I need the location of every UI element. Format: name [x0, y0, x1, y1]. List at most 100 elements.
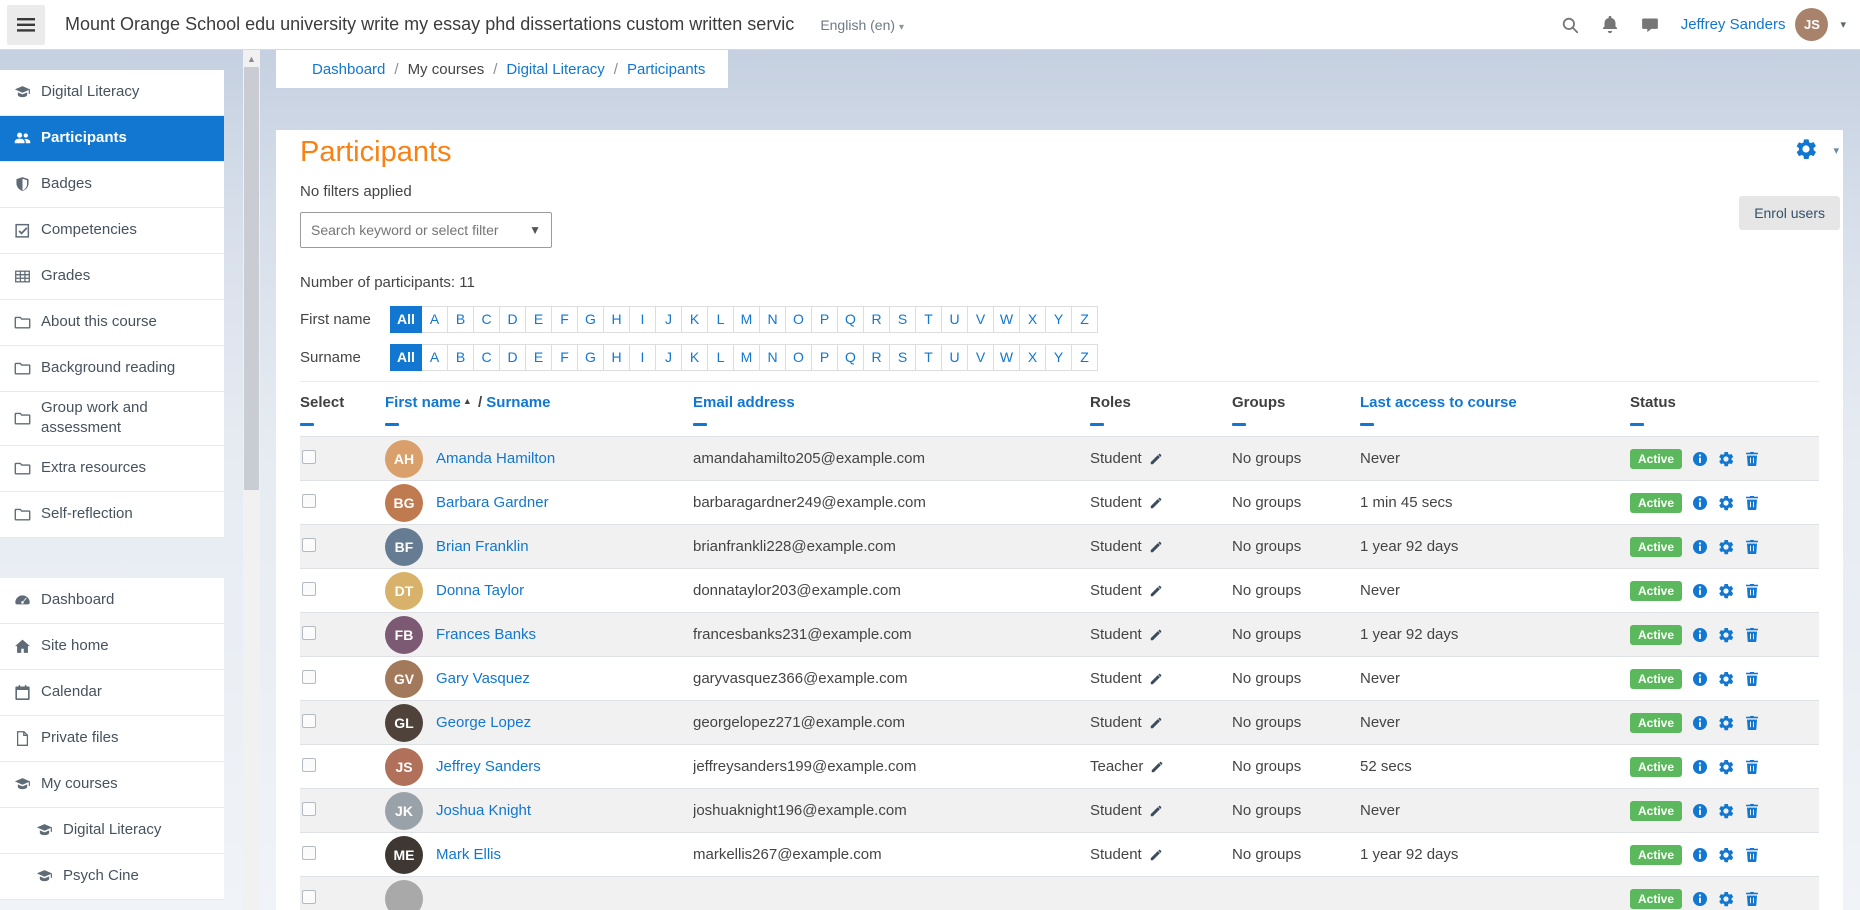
edit-enrolment-gear-icon[interactable] — [1718, 847, 1734, 863]
participant-name-link[interactable]: Donna Taylor — [436, 582, 525, 599]
letter-filter-button[interactable]: X — [1020, 306, 1046, 333]
letter-filter-button[interactable]: Q — [838, 344, 864, 371]
participant-avatar[interactable]: BF — [385, 527, 423, 566]
enrolment-info-icon[interactable] — [1692, 847, 1708, 863]
delete-enrolment-trash-icon[interactable] — [1744, 715, 1760, 731]
row-checkbox[interactable] — [302, 757, 316, 772]
letter-filter-button[interactable]: F — [552, 306, 578, 333]
letter-filter-button[interactable]: T — [916, 306, 942, 333]
delete-enrolment-trash-icon[interactable] — [1744, 847, 1760, 863]
enrolment-info-icon[interactable] — [1692, 803, 1708, 819]
row-checkbox[interactable] — [302, 713, 316, 728]
sidebar-item-site-home[interactable]: Site home — [0, 624, 224, 670]
letter-filter-button[interactable]: S — [890, 344, 916, 371]
participant-name-link[interactable]: Brian Franklin — [436, 538, 529, 555]
enrolment-info-icon[interactable] — [1692, 495, 1708, 511]
letter-filter-button[interactable]: H — [604, 344, 630, 371]
collapse-groups-icon[interactable] — [1232, 423, 1246, 426]
sidebar-item-psych-cine[interactable]: Psych Cine — [0, 854, 224, 900]
edit-enrolment-gear-icon[interactable] — [1718, 891, 1734, 907]
collapse-select-icon[interactable] — [300, 423, 314, 426]
letter-filter-button[interactable]: L — [708, 344, 734, 371]
row-checkbox[interactable] — [302, 845, 316, 860]
participant-name-link[interactable]: Gary Vasquez — [436, 670, 530, 687]
edit-role-pencil-icon[interactable] — [1150, 760, 1164, 774]
user-menu-name[interactable]: Jeffrey Sanders — [1680, 16, 1786, 33]
participant-name-link[interactable]: Jeffrey Sanders — [436, 758, 541, 775]
enrolment-info-icon[interactable] — [1692, 715, 1708, 731]
row-checkbox[interactable] — [302, 581, 316, 596]
letter-filter-button[interactable]: J — [656, 344, 682, 371]
letter-filter-button[interactable]: R — [864, 344, 890, 371]
participant-avatar[interactable]: FB — [385, 615, 423, 654]
letter-filter-button[interactable]: K — [682, 306, 708, 333]
edit-role-pencil-icon[interactable] — [1149, 672, 1163, 686]
delete-enrolment-trash-icon[interactable] — [1744, 451, 1760, 467]
sidebar-item-digital-literacy[interactable]: Digital Literacy — [0, 70, 224, 116]
participant-avatar[interactable]: GV — [385, 659, 423, 698]
letter-filter-button[interactable]: E — [526, 306, 552, 333]
sort-email-link[interactable]: Email address — [693, 394, 795, 411]
participant-name-link[interactable]: Amanda Hamilton — [436, 450, 556, 467]
sidebar-item-digital-literacy[interactable]: Digital Literacy — [0, 808, 224, 854]
sidebar-scrollbar[interactable]: ▲ — [243, 50, 260, 910]
letter-filter-button[interactable]: Y — [1046, 344, 1072, 371]
sidebar-item-dashboard[interactable]: Dashboard — [0, 578, 224, 624]
edit-enrolment-gear-icon[interactable] — [1718, 539, 1734, 555]
participant-name-link[interactable]: George Lopez — [436, 714, 532, 731]
letter-filter-button[interactable]: D — [500, 306, 526, 333]
delete-enrolment-trash-icon[interactable] — [1744, 759, 1760, 775]
letter-filter-button[interactable]: B — [448, 306, 474, 333]
participant-name-link[interactable]: Barbara Gardner — [436, 494, 549, 511]
edit-role-pencil-icon[interactable] — [1149, 452, 1163, 466]
language-menu[interactable]: English (en) ▾ — [820, 16, 905, 33]
delete-enrolment-trash-icon[interactable] — [1744, 891, 1760, 907]
row-checkbox[interactable] — [302, 801, 316, 816]
letter-filter-button[interactable]: Z — [1072, 306, 1098, 333]
sidebar-item-my-courses[interactable]: My courses — [0, 762, 224, 808]
collapse-email-icon[interactable] — [693, 423, 707, 426]
participant-filter-box[interactable]: ▼ — [300, 212, 552, 248]
letter-filter-button[interactable]: P — [812, 344, 838, 371]
letter-filter-button[interactable]: Y — [1046, 306, 1072, 333]
gear-menu-caret-icon[interactable]: ▾ — [1833, 145, 1839, 157]
delete-enrolment-trash-icon[interactable] — [1744, 583, 1760, 599]
collapse-name-icon[interactable] — [385, 423, 399, 426]
letter-filter-button[interactable]: U — [942, 344, 968, 371]
enrolment-info-icon[interactable] — [1692, 671, 1708, 687]
letter-filter-button[interactable]: F — [552, 344, 578, 371]
sort-last-access-link[interactable]: Last access to course — [1360, 394, 1517, 411]
letter-filter-button[interactable]: T — [916, 344, 942, 371]
edit-role-pencil-icon[interactable] — [1149, 496, 1163, 510]
edit-enrolment-gear-icon[interactable] — [1718, 759, 1734, 775]
edit-role-pencil-icon[interactable] — [1149, 540, 1163, 554]
letter-filter-button[interactable]: X — [1020, 344, 1046, 371]
menu-toggle-button[interactable] — [7, 4, 45, 45]
delete-enrolment-trash-icon[interactable] — [1744, 539, 1760, 555]
letter-filter-button[interactable]: B — [448, 344, 474, 371]
letter-filter-button[interactable]: E — [526, 344, 552, 371]
edit-role-pencil-icon[interactable] — [1149, 628, 1163, 642]
delete-enrolment-trash-icon[interactable] — [1744, 671, 1760, 687]
participant-name-link[interactable]: Mark Ellis — [436, 846, 502, 863]
edit-enrolment-gear-icon[interactable] — [1718, 803, 1734, 819]
sort-surname-link[interactable]: Surname — [486, 394, 551, 411]
letter-filter-button[interactable]: I — [630, 306, 656, 333]
user-menu-caret-icon[interactable]: ▾ — [1840, 19, 1846, 31]
enrolment-info-icon[interactable] — [1692, 583, 1708, 599]
breadcrumb-item-dashboard[interactable]: Dashboard — [312, 60, 386, 78]
letter-filter-button[interactable]: A — [422, 306, 448, 333]
delete-enrolment-trash-icon[interactable] — [1744, 803, 1760, 819]
sidebar-item-extra-resources[interactable]: Extra resources — [0, 445, 224, 492]
participant-avatar[interactable]: JS — [385, 747, 423, 786]
letter-filter-button[interactable]: W — [994, 344, 1020, 371]
sidebar-item-about-this-course[interactable]: About this course — [0, 300, 224, 346]
delete-enrolment-trash-icon[interactable] — [1744, 627, 1760, 643]
letter-filter-button[interactable]: M — [734, 344, 760, 371]
letter-filter-button[interactable]: H — [604, 306, 630, 333]
letter-filter-button[interactable]: D — [500, 344, 526, 371]
letter-filter-button[interactable]: All — [390, 306, 422, 333]
edit-enrolment-gear-icon[interactable] — [1718, 715, 1734, 731]
sidebar-item-badges[interactable]: Badges — [0, 162, 224, 208]
letter-filter-button[interactable]: Z — [1072, 344, 1098, 371]
